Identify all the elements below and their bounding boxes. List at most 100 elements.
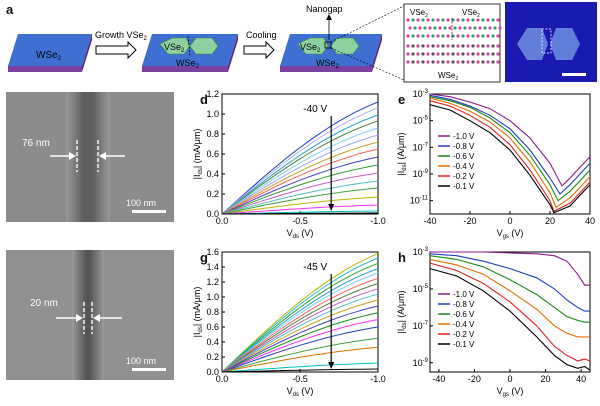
series-line xyxy=(429,253,590,312)
series-line xyxy=(221,164,379,215)
atom xyxy=(446,18,450,22)
atom xyxy=(476,44,480,48)
atom xyxy=(441,52,445,56)
atom xyxy=(431,34,435,38)
atom xyxy=(486,60,490,64)
wse2-label-2: WSe xyxy=(176,58,196,68)
svg-text:WSe2: WSe2 xyxy=(316,58,340,70)
atom xyxy=(416,52,420,56)
y-tick-label: 0.6 xyxy=(206,149,219,159)
atom xyxy=(466,18,470,22)
atom xyxy=(416,44,420,48)
atom xyxy=(476,60,480,64)
series-line xyxy=(221,196,379,215)
atom xyxy=(446,34,450,38)
atom xyxy=(408,26,412,30)
atom xyxy=(488,26,492,30)
x-tick-label: -20 xyxy=(468,374,481,384)
atom xyxy=(426,18,430,22)
series-line xyxy=(221,141,379,215)
atom xyxy=(423,26,427,30)
x-axis-label: Vds (V) xyxy=(287,386,314,398)
series-line xyxy=(429,97,591,209)
y-axis-label: |Ids| (mA/μm) xyxy=(192,287,204,338)
atom xyxy=(493,26,497,30)
x-tick-label: 0.0 xyxy=(216,216,229,226)
x-axis-label: Vgs (V) xyxy=(497,386,524,398)
atom xyxy=(406,44,410,48)
legend-label: -0.4 V xyxy=(453,162,475,171)
svg-text:VSe2: VSe2 xyxy=(300,42,321,54)
atom xyxy=(481,60,485,64)
atom xyxy=(438,26,442,30)
series-line xyxy=(221,312,379,373)
svg-text:WSe2: WSe2 xyxy=(176,58,200,70)
series-line xyxy=(221,262,379,373)
panel-label-a: a xyxy=(6,2,14,17)
legend-label: -0.6 V xyxy=(453,310,475,319)
gap-width-label-c: 76 nm xyxy=(22,138,50,149)
vse2-label-2: VSe xyxy=(300,42,317,52)
legend-label: -0.2 V xyxy=(453,172,475,181)
atom xyxy=(418,26,422,30)
atom xyxy=(466,34,470,38)
panel-label-g: g xyxy=(200,250,208,265)
series-line xyxy=(221,277,379,373)
atom xyxy=(431,60,435,64)
atom xyxy=(486,18,490,22)
scale-bar-b xyxy=(562,73,586,76)
y-tick-label: 0.4 xyxy=(206,169,219,179)
nanogap-label: Nanogap xyxy=(306,4,343,14)
x-tick-label: 0 xyxy=(507,216,512,226)
svg-text:Growth VSe2: Growth VSe2 xyxy=(95,30,148,42)
inset-vse2-left: VSe xyxy=(410,8,426,17)
atom xyxy=(451,52,455,56)
atom xyxy=(491,44,495,48)
series-line xyxy=(221,346,379,373)
svg-text:VSe2: VSe2 xyxy=(164,42,185,54)
atom xyxy=(456,44,460,48)
chart-d: 0.0 0.2 0.4 0.6 0.8 1.0 1.2 0.0 -0.5 -1.0 -40 V Vds… xyxy=(192,89,386,240)
y-tick-label: 10-3 xyxy=(413,247,429,257)
atom xyxy=(426,52,430,56)
series-line xyxy=(221,253,379,373)
atom xyxy=(441,60,445,64)
atom xyxy=(413,26,417,30)
atom xyxy=(471,52,475,56)
atom xyxy=(476,18,480,22)
sem-image-f: 20 nm 100 nm xyxy=(6,250,174,380)
svg-text:WSe2: WSe2 xyxy=(36,50,62,62)
series-line xyxy=(429,96,591,202)
atom xyxy=(428,26,432,30)
y-tick-label: 1.2 xyxy=(206,89,219,99)
series-line xyxy=(429,100,591,213)
series-line xyxy=(430,251,590,286)
atom xyxy=(441,18,445,22)
scale-label-c: 100 nm xyxy=(126,198,156,208)
series-line xyxy=(221,172,379,215)
series-line xyxy=(221,362,379,373)
atom xyxy=(458,26,462,30)
atom xyxy=(431,52,435,56)
atom xyxy=(473,26,477,30)
atom xyxy=(411,34,415,38)
series-line xyxy=(221,120,379,215)
atom xyxy=(486,34,490,38)
x-tick-label: 0.0 xyxy=(216,374,229,384)
atom xyxy=(463,26,467,30)
atom xyxy=(496,18,500,22)
y-tick-label: 0.2 xyxy=(206,189,219,199)
svg-text:WSe2: WSe2 xyxy=(438,71,458,82)
atom xyxy=(486,44,490,48)
atom xyxy=(481,34,485,38)
series-line xyxy=(429,268,591,371)
atom xyxy=(456,52,460,56)
atom xyxy=(421,60,425,64)
panel-label-e: e xyxy=(398,92,406,107)
atom xyxy=(486,52,490,56)
x-tick-label: -40 xyxy=(432,374,445,384)
atom xyxy=(421,44,425,48)
series-line xyxy=(221,180,379,215)
legend-label: -0.8 V xyxy=(453,142,475,151)
atom xyxy=(433,26,437,30)
